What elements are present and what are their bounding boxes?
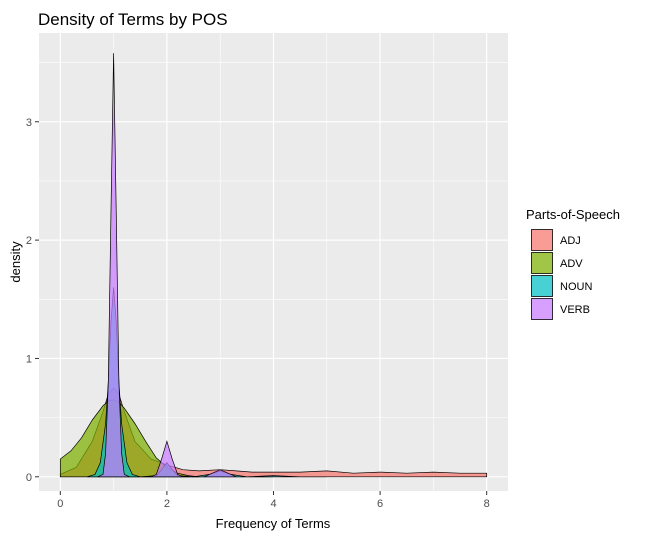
x-tick-label: 0 xyxy=(57,498,63,510)
chart-title: Density of Terms by POS xyxy=(38,10,228,29)
y-axis: 0 1 2 3 xyxy=(26,117,39,484)
y-tick-label: 2 xyxy=(26,235,32,247)
density-area-adv xyxy=(59,399,199,478)
y-axis-title: density xyxy=(8,241,23,283)
legend-key-verb xyxy=(531,298,553,320)
density-areas xyxy=(59,53,488,478)
y-tick-label: 3 xyxy=(26,117,32,129)
legend-label-adv: ADV xyxy=(560,258,583,270)
legend-label-noun: NOUN xyxy=(560,281,592,293)
legend-key-noun xyxy=(531,275,553,297)
x-tick-label: 6 xyxy=(377,498,383,510)
x-tick-label: 8 xyxy=(484,498,490,510)
x-tick-label: 4 xyxy=(270,498,276,510)
legend-key-adv xyxy=(531,252,553,274)
legend-label-adj: ADJ xyxy=(560,235,581,247)
legend-key-adj xyxy=(531,229,553,251)
legend: Parts-of-Speech ADJ ADV NOUN VERB xyxy=(526,207,620,320)
y-tick-label: 0 xyxy=(26,472,32,484)
legend-label-verb: VERB xyxy=(560,304,590,316)
x-axis-title: Frequency of Terms xyxy=(216,516,331,531)
density-area-verb xyxy=(97,53,274,478)
legend-title: Parts-of-Speech xyxy=(526,207,620,222)
x-axis: 0 2 4 6 8 xyxy=(57,491,490,510)
y-tick-label: 1 xyxy=(26,353,32,365)
x-tick-label: 2 xyxy=(164,498,170,510)
